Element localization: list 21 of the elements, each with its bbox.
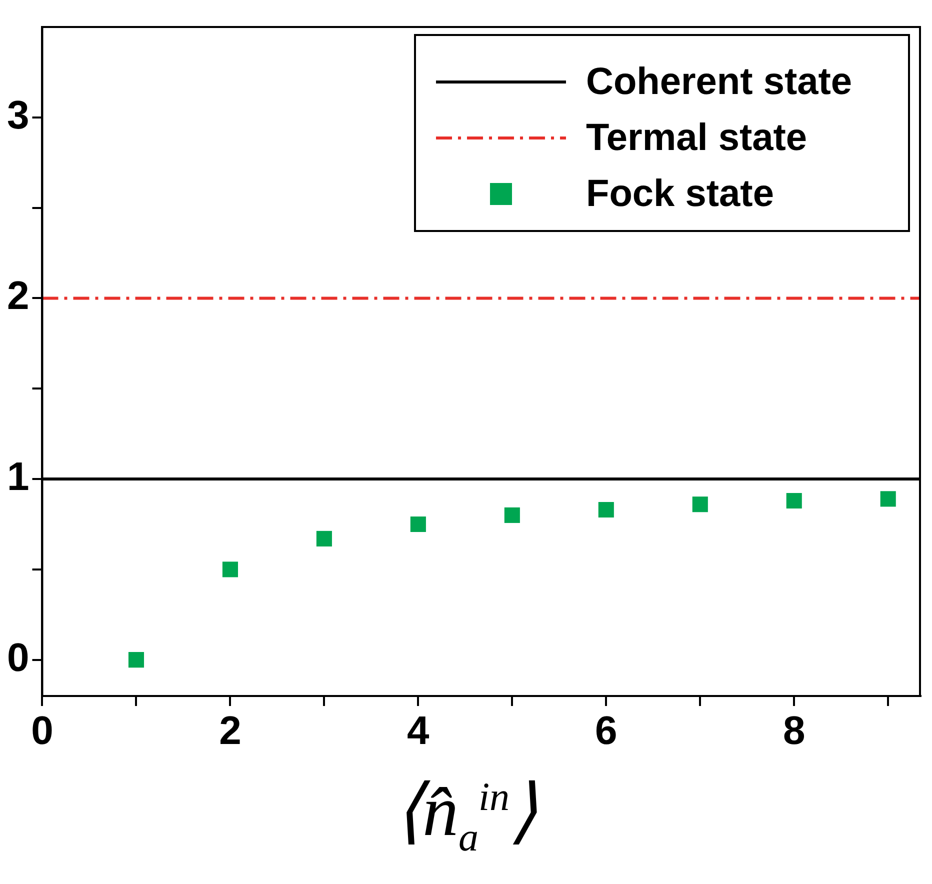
point: [316, 530, 332, 546]
point: [504, 507, 520, 523]
x-tick-label: 2: [219, 709, 242, 754]
legend-label: Termal state: [586, 116, 808, 160]
y-tick-label: 2: [6, 274, 30, 318]
point: [692, 496, 708, 512]
legend-label: Coherent state: [586, 60, 852, 104]
legend-label: Fock state: [586, 172, 774, 216]
point: [786, 492, 802, 509]
point: [880, 491, 896, 507]
x-axis-title: ⟨n̂$_{a}$$^{in}$⟩: [393, 770, 539, 860]
y-tick-label: 1: [6, 455, 30, 500]
y-tick-label: 0: [6, 636, 30, 680]
point: [128, 652, 144, 668]
x-tick-label: 8: [782, 709, 806, 754]
y-tick-label: 3: [6, 93, 30, 138]
x-tick-label: 4: [407, 709, 430, 754]
point: [410, 516, 426, 532]
point: [598, 502, 614, 518]
x-tick-label: 6: [595, 709, 618, 754]
point: [222, 562, 238, 578]
